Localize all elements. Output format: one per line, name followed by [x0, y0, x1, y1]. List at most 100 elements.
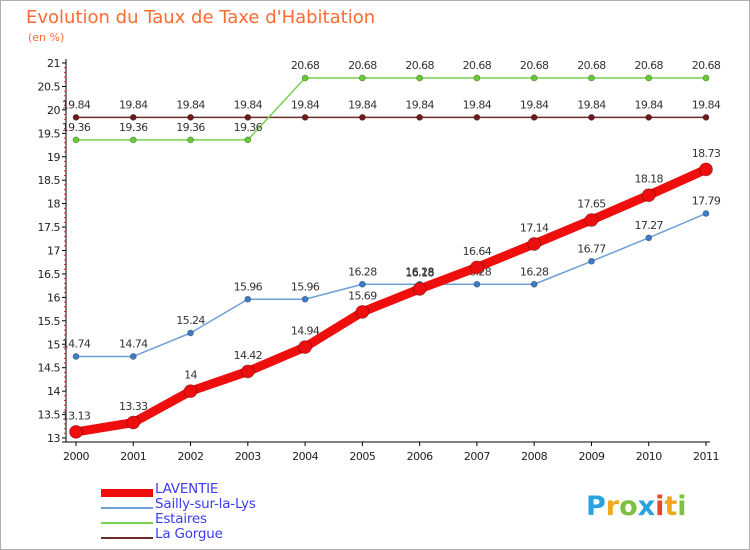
x-tick-label: 2008	[521, 450, 547, 463]
data-point-sailly-sur-la-lys	[358, 280, 366, 288]
x-tick-label: 2007	[464, 450, 490, 463]
data-point-laventie	[527, 237, 542, 251]
data-point-estaires	[702, 74, 710, 82]
data-point-sailly-sur-la-lys	[473, 280, 481, 288]
data-point-sailly-sur-la-lys	[530, 280, 538, 288]
series-line-laventie	[71, 164, 711, 437]
data-label-la-gorgue: 19.84	[520, 98, 549, 111]
data-point-sailly-sur-la-lys	[301, 295, 309, 303]
x-tick-label: 2005	[349, 450, 375, 463]
data-label-laventie: 13.13	[62, 409, 91, 422]
data-label-estaires: 20.68	[463, 59, 492, 72]
data-label-laventie: 14.42	[234, 349, 263, 362]
data-label-la-gorgue: 19.84	[577, 98, 606, 111]
y-tick-label: 19.5	[38, 127, 61, 140]
data-label-la-gorgue: 19.84	[463, 98, 492, 111]
y-tick-label: 21	[47, 57, 60, 70]
x-tick-label: 2009	[578, 450, 604, 463]
x-tick-label: 2001	[120, 450, 146, 463]
data-label-sailly-sur-la-lys: 16.28	[348, 265, 377, 278]
data-label-la-gorgue: 19.84	[634, 98, 663, 111]
legend-label-estaires: Estaires	[155, 511, 207, 527]
data-label-sailly-sur-la-lys: 16.28	[520, 265, 549, 278]
data-label-laventie: 18.73	[692, 147, 721, 160]
y-tick-label: 20	[47, 104, 60, 117]
logo-letter: x	[637, 491, 656, 522]
data-point-estaires	[358, 74, 366, 82]
data-point-la-gorgue	[530, 113, 538, 121]
data-point-la-gorgue	[244, 113, 252, 121]
data-label-la-gorgue: 19.84	[348, 98, 377, 111]
data-label-laventie: 16.64	[463, 245, 492, 258]
x-tick-label: 2004	[292, 450, 318, 463]
data-point-la-gorgue	[129, 113, 137, 121]
data-label-estaires: 19.36	[119, 121, 148, 134]
data-point-estaires	[588, 74, 595, 82]
data-point-laventie	[584, 213, 599, 227]
y-tick-label: 16	[47, 291, 60, 304]
data-point-la-gorgue	[301, 113, 309, 121]
data-point-estaires	[473, 74, 481, 82]
data-label-estaires: 19.36	[62, 121, 91, 134]
data-label-sailly-sur-la-lys: 14.74	[119, 337, 148, 350]
y-tick-label: 17	[47, 245, 60, 258]
series-line-estaires	[75, 77, 707, 141]
series-sailly-sur-la-lys: 14.74 14.74 15.24 15.96 15.96 16.28 16.28 16.28…	[62, 194, 721, 360]
data-label-estaires: 20.68	[634, 59, 663, 72]
y-tick-label: 18.5	[38, 174, 61, 187]
data-point-sailly-sur-la-lys	[244, 295, 252, 303]
proxiti-logo: Proxiti	[586, 491, 687, 522]
data-label-estaires: 19.36	[234, 121, 263, 134]
data-point-laventie	[699, 162, 713, 177]
data-point-laventie	[240, 364, 255, 379]
data-point-sailly-sur-la-lys	[129, 353, 137, 360]
data-label-sailly-sur-la-lys: 15.96	[291, 280, 320, 293]
y-tick-label: 17.5	[38, 221, 61, 234]
data-point-la-gorgue	[473, 113, 481, 121]
data-label-la-gorgue: 19.84	[692, 98, 721, 111]
data-point-estaires	[530, 74, 538, 82]
data-label-sailly-sur-la-lys: 15.96	[234, 280, 263, 293]
data-label-estaires: 20.68	[291, 59, 320, 72]
data-point-laventie	[470, 260, 484, 275]
data-point-laventie	[355, 305, 370, 319]
data-point-la-gorgue	[72, 113, 80, 121]
series-estaires: 19.36 19.36 19.36 19.36 20.68 20.68 20.68 20.68…	[62, 59, 721, 144]
data-point-la-gorgue	[588, 113, 595, 121]
data-label-sailly-sur-la-lys: 15.24	[176, 314, 205, 327]
data-label-la-gorgue: 19.84	[119, 98, 148, 111]
data-point-laventie	[183, 384, 198, 399]
data-label-laventie: 17.14	[520, 221, 549, 234]
series-laventie: 13.13 13.33 14 14.42 14.94 15.69 16.18 16.64 17.…	[62, 147, 721, 439]
data-label-la-gorgue: 19.84	[405, 98, 434, 111]
legend-swatch-estaires	[101, 522, 153, 524]
data-point-laventie	[641, 188, 656, 203]
y-tick-label: 15.5	[38, 315, 61, 328]
data-point-sailly-sur-la-lys	[645, 234, 653, 242]
data-label-estaires: 20.68	[348, 59, 377, 72]
x-tick-label: 2000	[63, 450, 89, 463]
data-label-laventie: 16.18	[405, 266, 434, 279]
data-label-laventie: 14	[184, 369, 197, 382]
series-la-gorgue: 19.84 19.84 19.84 19.84 19.84 19.84 19.84 19.84…	[62, 98, 721, 121]
legend-swatch-sailly	[101, 507, 153, 509]
data-point-estaires	[244, 136, 252, 144]
logo-letter: t	[664, 491, 678, 522]
data-label-estaires: 20.68	[577, 59, 606, 72]
data-point-sailly-sur-la-lys	[187, 329, 194, 337]
data-point-laventie	[69, 425, 83, 439]
legend-label-laventie: LAVENTIE	[155, 481, 219, 497]
data-label-la-gorgue: 19.84	[62, 98, 91, 111]
data-label-sailly-sur-la-lys: 17.27	[634, 219, 663, 232]
data-point-estaires	[129, 136, 137, 144]
legend-label-sailly: Sailly-sur-la-Lys	[155, 496, 256, 512]
data-label-la-gorgue: 19.84	[291, 98, 320, 111]
data-label-laventie: 15.69	[348, 289, 377, 302]
x-tick-label: 2010	[636, 450, 662, 463]
series-line-sailly-sur-la-lys	[75, 212, 707, 358]
data-point-laventie	[298, 340, 312, 354]
data-point-la-gorgue	[702, 113, 710, 121]
data-label-estaires: 19.36	[176, 121, 205, 134]
data-label-estaires: 20.68	[405, 59, 434, 72]
